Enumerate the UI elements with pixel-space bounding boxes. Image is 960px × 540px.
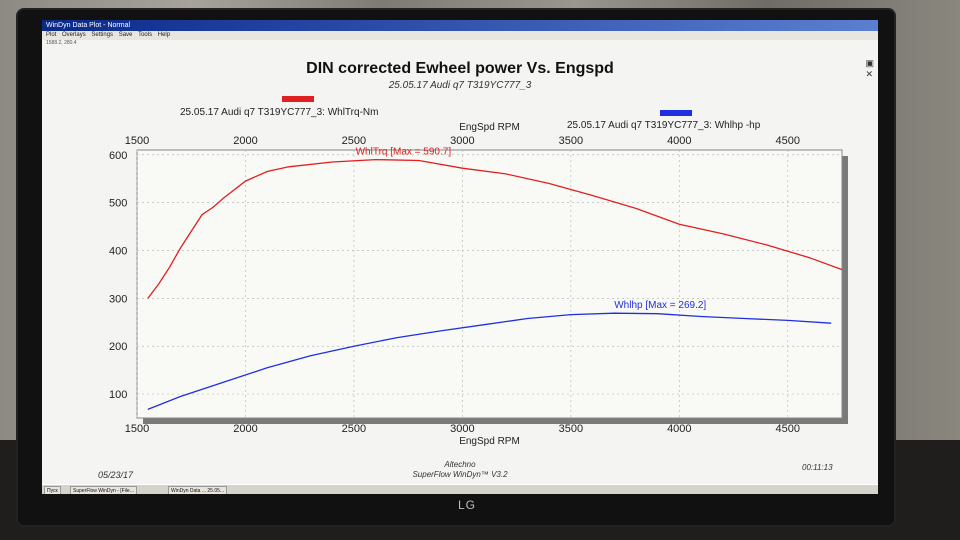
- chart-plot: 1500 2000 2500 3000 3500 4000 4500 1500 2000 2500…: [109, 122, 848, 447]
- footer-company: Altechno: [444, 460, 476, 469]
- x-tick-label-3: 3000: [450, 423, 474, 435]
- taskbar-item-dataplot[interactable]: WinDyn Data ... 25.05...: [168, 486, 228, 494]
- x-tick-label-4: 3500: [559, 423, 583, 435]
- y-tick-label-1: 200: [109, 341, 127, 353]
- footer-software: SuperFlow WinDyn™ V3.2: [412, 470, 508, 479]
- x-top-tick-label-3: 3000: [450, 135, 474, 147]
- y-tick-label-4: 500: [109, 198, 127, 210]
- y-tick-label-5: 600: [109, 150, 127, 162]
- x-axis-label: EngSpd RPM: [459, 436, 520, 447]
- menu-overlays[interactable]: Overlays: [62, 32, 86, 38]
- menu-help[interactable]: Help: [157, 32, 171, 38]
- legend-swatch-torque: [282, 96, 314, 102]
- x-tick-label-1: 2000: [233, 423, 257, 435]
- x-top-tick-label-1: 2000: [233, 135, 257, 147]
- close-icon[interactable]: ✕: [865, 69, 874, 79]
- chart-title: DIN corrected Ewheel power Vs. Engspd: [306, 60, 614, 77]
- y-tick-label-3: 400: [109, 246, 127, 258]
- x-tick-label-6: 4500: [776, 423, 800, 435]
- series-label-0: WhlTrq [Max = 590.7]: [356, 147, 452, 158]
- menu-tools[interactable]: Tools: [138, 32, 153, 38]
- cursor-coords: 1588.2, 280.4: [46, 40, 77, 46]
- x-top-tick-label-4: 3500: [559, 135, 583, 147]
- start-button[interactable]: Пуск: [44, 486, 61, 494]
- footer-time: 00:11:13: [802, 463, 833, 472]
- window-titlebar[interactable]: WinDyn Data Plot - Normal: [42, 20, 878, 31]
- screen: WinDyn Data Plot - Normal Plot Overlays …: [42, 20, 878, 494]
- y-tick-label-2: 300: [109, 293, 127, 305]
- x-axis-label-top: EngSpd RPM: [459, 122, 520, 133]
- menu-bar: Plot Overlays Settings Save Tools Help: [42, 31, 878, 40]
- window-buttons[interactable]: ▣ ✕: [865, 58, 874, 80]
- menu-save[interactable]: Save: [118, 32, 133, 38]
- monitor: LG WinDyn Data Plot - Normal Plot Overla…: [18, 10, 894, 525]
- x-top-tick-label-0: 1500: [125, 135, 149, 147]
- window-icon[interactable]: ▣: [865, 58, 874, 68]
- x-top-tick-label-6: 4500: [776, 135, 800, 147]
- x-top-tick-label-2: 2500: [342, 135, 366, 147]
- footer-date: 05/23/17: [98, 470, 134, 480]
- x-tick-label-5: 4000: [667, 423, 691, 435]
- y-tick-label-0: 100: [109, 389, 127, 401]
- series-line-1: [147, 312, 832, 411]
- series-label-1: Whlhp [Max = 269.2]: [614, 300, 706, 311]
- x-tick-label-0: 1500: [125, 423, 149, 435]
- x-tick-label-2: 2500: [342, 423, 366, 435]
- monitor-logo: LG: [458, 498, 477, 512]
- legend-swatch-power: [660, 110, 692, 116]
- x-top-tick-label-5: 4000: [667, 135, 691, 147]
- legend-label-power: 25.05.17 Audi q7 T319YC777_3: Whlhp -hp: [567, 120, 761, 131]
- taskbar: Пуск SuperFlow WinDyn - [File... WinDyn …: [42, 484, 878, 494]
- series-line-0: [147, 158, 843, 299]
- taskbar-item-windyn[interactable]: SuperFlow WinDyn - [File...: [70, 486, 137, 494]
- legend-label-torque: 25.05.17 Audi q7 T319YC777_3: WhlTrq-Nm: [180, 107, 379, 118]
- menu-settings[interactable]: Settings: [91, 32, 114, 38]
- plot-frame: [136, 149, 843, 419]
- chart-subtitle: 25.05.17 Audi q7 T319YC777_3: [388, 80, 532, 91]
- menu-plot[interactable]: Plot: [46, 32, 57, 38]
